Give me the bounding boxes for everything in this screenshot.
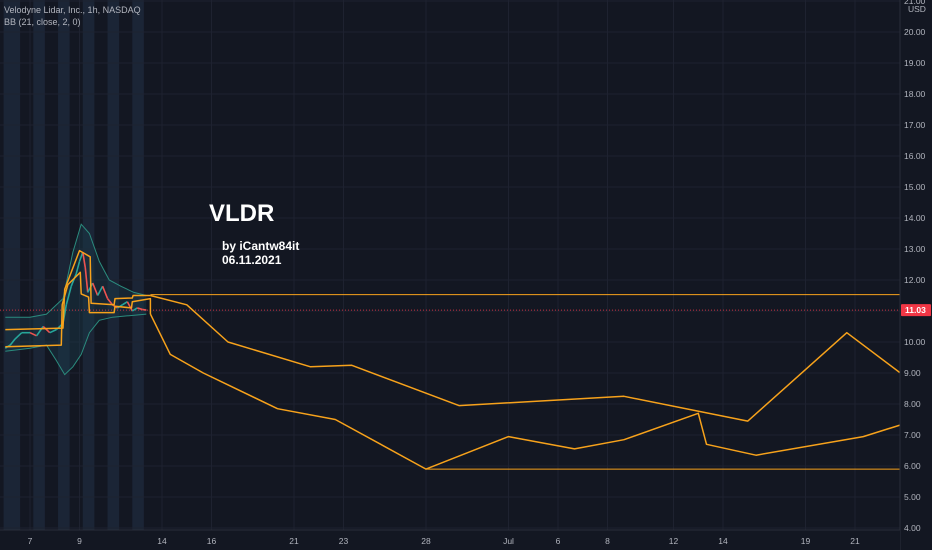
- time-axis-bg: [0, 530, 900, 550]
- trend-drawings: [5, 249, 932, 470]
- projection-lower: [149, 313, 932, 470]
- price-segment: [29, 331, 37, 337]
- price-tick-label: 5.00: [904, 492, 921, 502]
- price-segment: [9, 338, 16, 346]
- price-segment: [65, 285, 73, 306]
- time-tick-label: 16: [207, 536, 217, 546]
- price-segment: [121, 301, 128, 306]
- price-tick-label: 17.00: [904, 120, 926, 130]
- price-axis[interactable]: 4.005.006.007.008.009.0010.0011.0012.001…: [899, 0, 932, 550]
- indicator-legend[interactable]: BB (21, close, 2, 0): [4, 17, 81, 27]
- bb-upper-line: [5, 223, 147, 318]
- time-tick-label: 23: [339, 536, 349, 546]
- price-tick-label: 19.00: [904, 58, 926, 68]
- price-axis-bg: [900, 0, 932, 550]
- price-tick-label: 21.00: [904, 0, 926, 6]
- channel-lower: [5, 271, 152, 348]
- projection-upper: [150, 294, 922, 422]
- session-band: [107, 0, 120, 530]
- time-tick-label: 12: [669, 536, 679, 546]
- price-segment: [82, 251, 87, 268]
- channel-upper: [5, 249, 151, 331]
- price-segment: [91, 282, 99, 296]
- last-price-tag: [901, 304, 931, 317]
- price-tick-label: 14.00: [904, 213, 926, 223]
- price-segment: [75, 261, 81, 275]
- price-tick-label: 15.00: [904, 182, 926, 192]
- price-tick-label: 12.00: [904, 275, 926, 285]
- date-annotation: 06.11.2021: [222, 253, 282, 267]
- price-segment: [42, 325, 51, 334]
- price-tick-label: 7.00: [904, 430, 921, 440]
- price-segment: [131, 307, 138, 312]
- price-tick-label: 18.00: [904, 89, 926, 99]
- time-tick-label: 19: [801, 536, 811, 546]
- price-segment: [126, 301, 134, 312]
- time-tick-label: 21: [289, 536, 299, 546]
- session-band: [3, 0, 21, 530]
- price-segment: [84, 267, 89, 293]
- ticker-annotation: VLDR: [209, 200, 275, 227]
- price-segment: [49, 328, 57, 334]
- time-tick-label: 14: [718, 536, 728, 546]
- price-segment: [96, 285, 104, 296]
- time-axis[interactable]: 791416212328Jul681214192126: [0, 529, 932, 550]
- price-tick-label: 8.00: [904, 399, 921, 409]
- time-tick-label: 6: [556, 536, 561, 546]
- session-band: [132, 0, 144, 530]
- grid-lines: [0, 0, 900, 530]
- price-segment: [70, 273, 77, 287]
- price-tick-label: 16.00: [904, 151, 926, 161]
- price-tick-label: 4.00: [904, 523, 921, 533]
- session-band: [33, 0, 45, 530]
- price-segment: [142, 308, 147, 311]
- price-segment: [106, 298, 114, 306]
- price-tick-label: 9.00: [904, 368, 921, 378]
- price-segment: [137, 307, 143, 311]
- price-segment: [101, 285, 109, 299]
- bb-fill: [5, 224, 147, 375]
- session-bands: [3, 0, 144, 530]
- time-tick-label: 9: [77, 536, 82, 546]
- time-tick-label: 8: [605, 536, 610, 546]
- session-band: [58, 0, 70, 530]
- price-tick-label: 13.00: [904, 244, 926, 254]
- price-tick-label: 20.00: [904, 27, 926, 37]
- session-band: [82, 0, 95, 530]
- time-tick-label: 28: [421, 536, 431, 546]
- price-segment: [14, 332, 23, 340]
- last-price-value: 11.03: [905, 305, 926, 315]
- price-tick-label: 6.00: [904, 461, 921, 471]
- bollinger-bands: [5, 223, 147, 376]
- author-annotation: by iCantw84it: [222, 239, 300, 253]
- currency-label: USD: [908, 4, 926, 14]
- time-tick-label: Jul: [503, 536, 514, 546]
- symbol-legend[interactable]: Velodyne Lidar, Inc., 1h, NASDAQ: [4, 5, 141, 15]
- time-tick-label: 14: [157, 536, 167, 546]
- time-tick-label: 21: [850, 536, 860, 546]
- time-tick-label: 7: [28, 536, 33, 546]
- price-tick-label: 10.00: [904, 337, 926, 347]
